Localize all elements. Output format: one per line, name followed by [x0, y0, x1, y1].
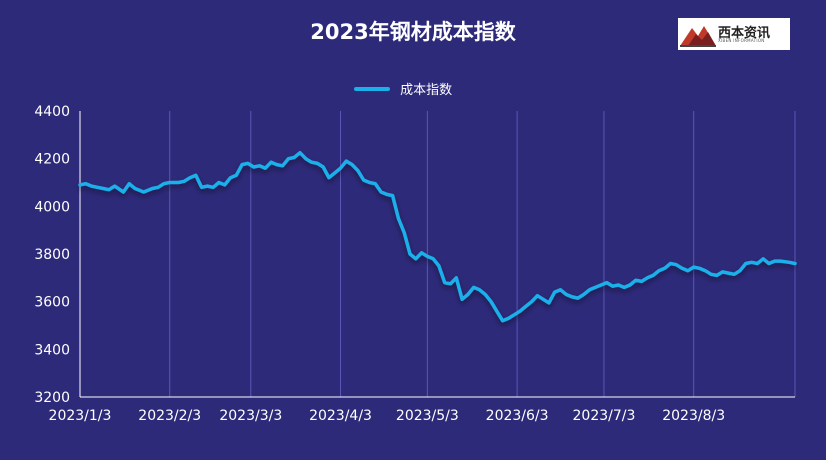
tick-layer: 3200 3400 3600 3800 4000 4200 4400 2023/1/3 2023… [34, 104, 725, 424]
legend-label: 成本指数 [400, 83, 453, 98]
y-tick-label: 3600 [34, 295, 70, 311]
mountain-logo-icon [680, 26, 716, 47]
legend-swatch [354, 86, 390, 91]
x-tick-label: 2023/8/3 [662, 408, 725, 424]
x-tick-label: 2023/1/3 [49, 408, 112, 424]
brand-logo: 西本资讯 XIBEN INFORMATION [678, 18, 790, 50]
chart-title: 2023年钢材成本指数 [310, 20, 516, 44]
legend: 成本指数 [354, 79, 453, 98]
y-tick-label: 3800 [34, 247, 70, 263]
logo-subtext: XIBEN INFORMATION [718, 38, 765, 43]
x-tick-label: 2023/4/3 [309, 408, 372, 424]
y-tick-label: 4000 [34, 199, 70, 215]
grid-layer [169, 111, 796, 397]
y-tick-label: 4200 [34, 152, 70, 168]
x-tick-label: 2023/6/3 [486, 408, 549, 424]
y-tick-label: 4400 [34, 104, 70, 120]
x-tick-label: 2023/5/3 [396, 408, 459, 424]
y-tick-label: 3200 [34, 390, 70, 406]
y-tick-label: 3400 [34, 342, 70, 358]
series-line [78, 150, 797, 323]
axis-layer [79, 111, 795, 398]
series-layer [78, 150, 797, 323]
logo-text: 西本资讯 [718, 26, 771, 41]
x-tick-label: 2023/7/3 [573, 408, 636, 424]
x-tick-label: 2023/3/3 [219, 408, 282, 424]
x-tick-label: 2023/2/3 [138, 408, 201, 424]
